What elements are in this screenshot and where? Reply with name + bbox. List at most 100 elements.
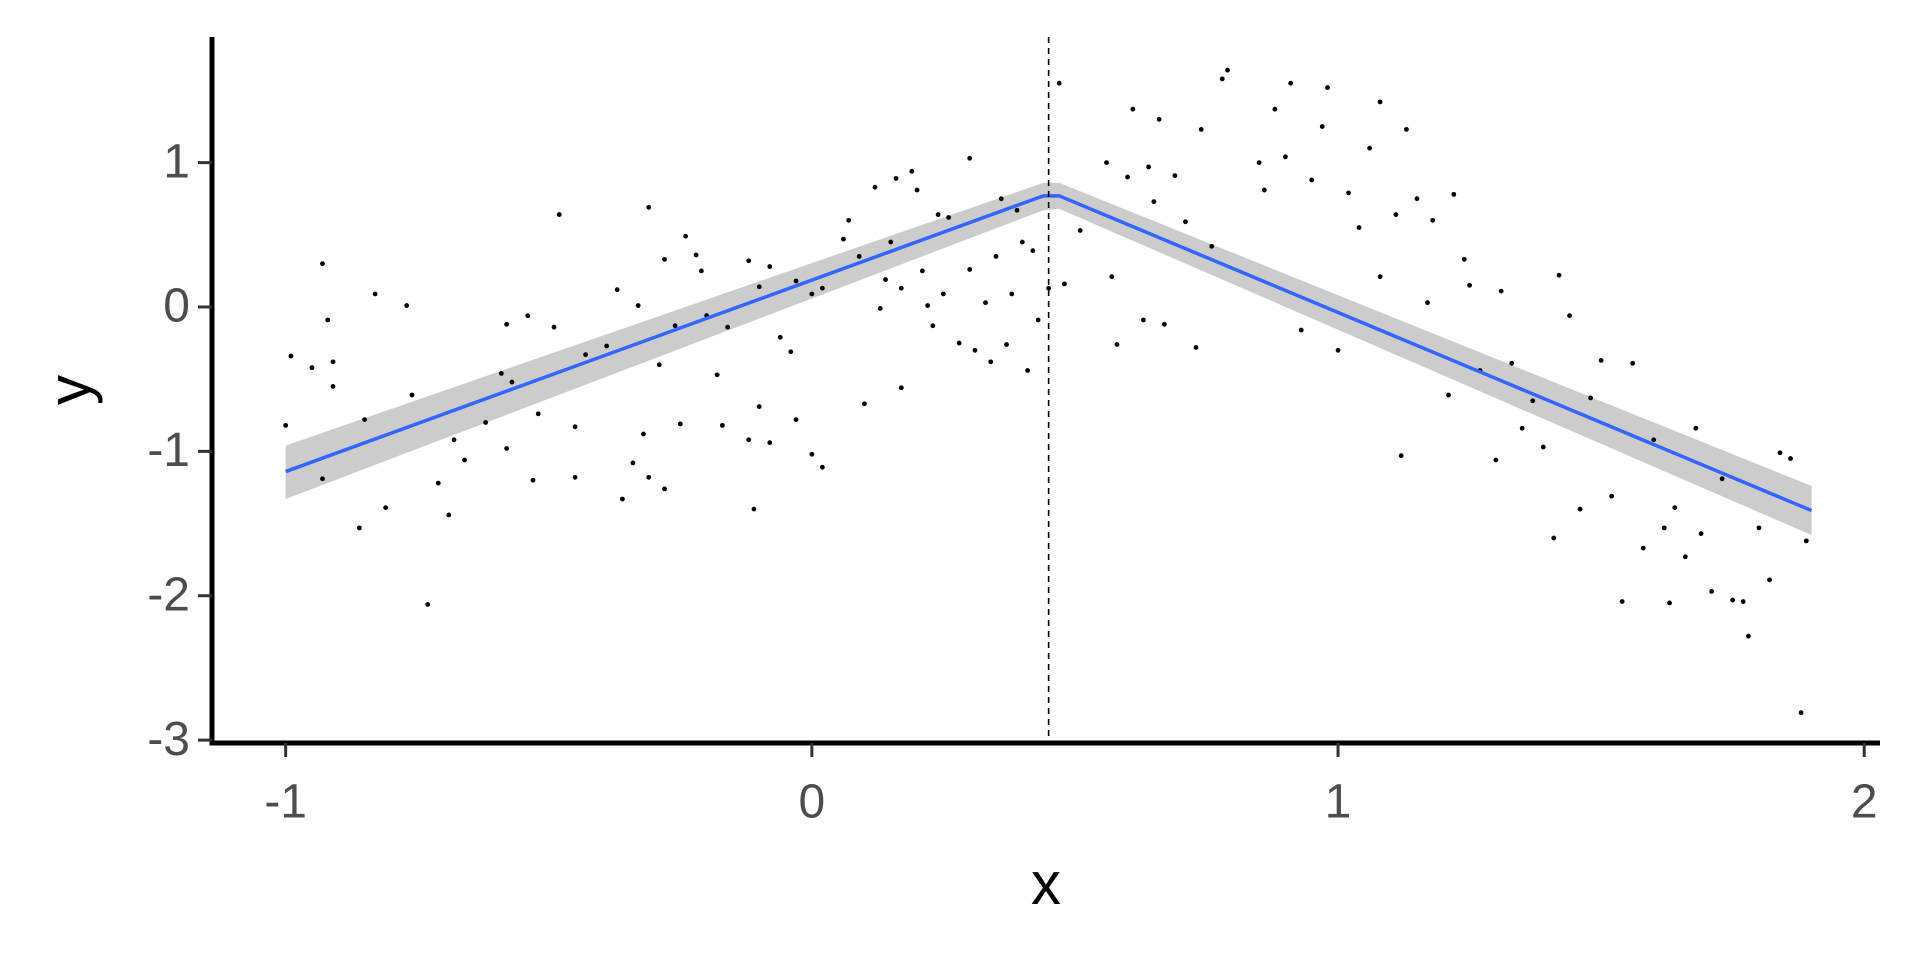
point [530, 477, 536, 483]
point [451, 437, 457, 443]
point [320, 261, 325, 267]
point [1767, 577, 1772, 583]
point [956, 340, 962, 346]
point [1777, 450, 1783, 456]
point [1730, 597, 1736, 603]
point [714, 372, 720, 378]
point [1709, 589, 1715, 594]
point [1019, 239, 1025, 245]
x-tick-label: 2 [1851, 776, 1878, 829]
point [509, 379, 515, 385]
point [1698, 531, 1704, 537]
point [767, 264, 773, 269]
point [972, 347, 978, 353]
point [1798, 710, 1804, 716]
point [435, 480, 441, 486]
point [1256, 160, 1262, 166]
x-axis-title: x [1031, 850, 1061, 917]
point [620, 496, 625, 502]
point [499, 370, 504, 376]
point [1035, 317, 1041, 323]
x-tick-label: 0 [798, 776, 825, 829]
point [856, 254, 862, 259]
point [614, 287, 620, 293]
point [1325, 85, 1330, 90]
y-tick-label: -3 [147, 713, 190, 766]
point [1461, 256, 1467, 262]
point [1446, 392, 1451, 398]
point [1672, 505, 1678, 511]
point [646, 474, 652, 480]
point [504, 321, 510, 327]
point [819, 285, 825, 291]
point [746, 437, 752, 443]
point [551, 324, 557, 330]
point [862, 401, 867, 407]
point [793, 417, 799, 422]
point [898, 385, 904, 391]
point [1598, 358, 1604, 363]
point [288, 353, 294, 359]
point [1556, 272, 1562, 278]
point [809, 451, 815, 457]
point [1209, 243, 1215, 249]
x-tick-label: 1 [1325, 776, 1352, 829]
point [1125, 174, 1130, 180]
point [809, 291, 815, 297]
point [662, 486, 667, 492]
point [525, 313, 531, 319]
point [1530, 398, 1536, 404]
point [1577, 506, 1583, 512]
point [1198, 127, 1204, 132]
point [1661, 525, 1667, 531]
point [1746, 633, 1751, 639]
point [1693, 425, 1699, 431]
point [967, 267, 973, 272]
point [1156, 116, 1162, 122]
point [1077, 228, 1083, 233]
point [1404, 127, 1409, 132]
point [925, 303, 931, 308]
point [556, 212, 562, 217]
point [1640, 545, 1646, 551]
point [630, 460, 636, 466]
point [462, 457, 467, 463]
point [646, 204, 652, 210]
point [1219, 76, 1225, 82]
point [998, 196, 1004, 202]
point [425, 601, 431, 607]
point [383, 505, 389, 511]
point [767, 440, 773, 446]
y-tick-label: -1 [147, 424, 190, 477]
point [1356, 225, 1362, 230]
point [1609, 493, 1615, 499]
point [330, 383, 336, 389]
point [1004, 342, 1009, 347]
point [983, 300, 988, 306]
point [1567, 313, 1572, 319]
point [777, 334, 783, 340]
point [788, 349, 794, 355]
point [283, 422, 289, 428]
point [1114, 342, 1120, 347]
point [1151, 199, 1157, 204]
point [872, 184, 878, 190]
point [446, 512, 452, 518]
point [372, 291, 378, 297]
point [914, 187, 920, 193]
point [572, 424, 578, 430]
point [1298, 327, 1304, 333]
y-axis-title: y [36, 375, 103, 405]
point [1588, 395, 1593, 401]
point [325, 317, 331, 323]
fit-line [285, 194, 1813, 513]
point [1193, 345, 1199, 350]
point [756, 404, 762, 410]
point [1788, 456, 1793, 461]
point [1283, 154, 1288, 160]
point [1367, 145, 1373, 151]
point [940, 291, 946, 297]
point [1104, 160, 1109, 166]
y-tick-label: -2 [147, 568, 190, 621]
point [841, 236, 846, 242]
